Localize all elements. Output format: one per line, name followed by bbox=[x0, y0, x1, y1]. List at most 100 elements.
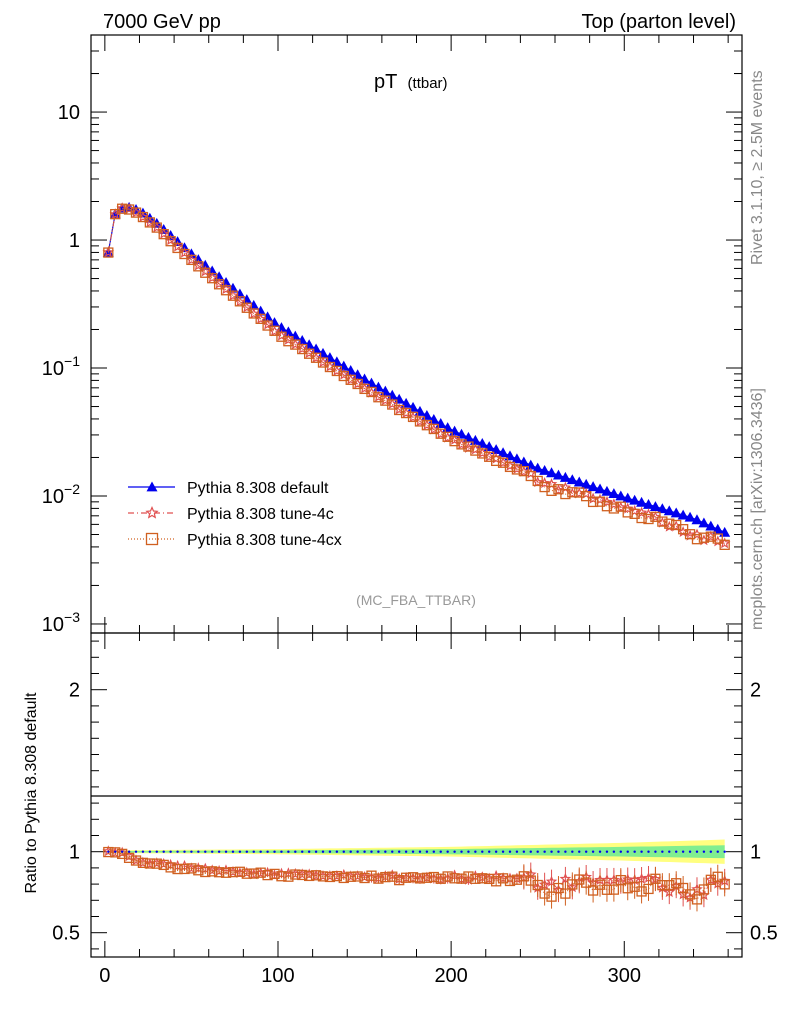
series-tune4cx-ratio-point bbox=[331, 870, 343, 882]
legend-item: Pythia 8.308 tune-4c bbox=[128, 505, 334, 523]
series-default-ratio-point bbox=[141, 850, 145, 853]
series-tune4cx-ratio bbox=[103, 846, 730, 912]
series-default-point bbox=[656, 503, 668, 514]
series-default-ratio-point bbox=[515, 850, 519, 853]
series-tune4cx-point bbox=[200, 267, 211, 278]
series-tune4cx-ratio-point bbox=[324, 871, 336, 883]
series-tune4cx-ratio-point bbox=[719, 879, 730, 890]
series-tune4c-point bbox=[476, 446, 489, 458]
series-tune4cx-point bbox=[664, 518, 675, 529]
series-tune4cx-ratio-point bbox=[504, 875, 516, 887]
series-tune4cx-point bbox=[608, 503, 620, 514]
series-default-ratio-point bbox=[501, 850, 505, 853]
ratio-plot-frame bbox=[90, 632, 743, 958]
series-default-ratio-point bbox=[321, 850, 325, 853]
series-tune4cx-point bbox=[698, 532, 710, 543]
series-tune4c-point bbox=[511, 462, 523, 474]
series-default-ratio-point bbox=[716, 850, 719, 853]
series-default-point bbox=[677, 509, 689, 520]
series-default-point bbox=[552, 469, 564, 480]
series-tune4c-point bbox=[289, 338, 302, 350]
series-default-ratio-point bbox=[453, 850, 456, 853]
ratio-band-green bbox=[108, 845, 725, 859]
series-tune4cx-ratio-point bbox=[414, 873, 426, 884]
series-tune4cx-point bbox=[207, 273, 218, 284]
series-tune4cx-ratio-point bbox=[123, 852, 135, 864]
series-tune4c-point bbox=[483, 450, 495, 462]
series-tune4c-line bbox=[107, 207, 725, 544]
series-tune4c-point bbox=[407, 411, 419, 423]
series-tune4c-point bbox=[601, 495, 613, 507]
series-tune4cx-ratio-point bbox=[338, 872, 349, 884]
series-tune4cx-ratio-point bbox=[553, 882, 564, 894]
series-default-ratio-point bbox=[197, 850, 200, 853]
series-default-ratio-point bbox=[231, 850, 235, 853]
series-default-ratio-point bbox=[695, 850, 699, 853]
series-tune4cx-point bbox=[449, 435, 460, 447]
series-tune4cx-ratio-point bbox=[477, 873, 488, 884]
series-tune4c-point bbox=[490, 452, 502, 464]
series-default-ratio-point bbox=[571, 850, 574, 853]
series-tune4cx-ratio-point bbox=[179, 863, 190, 875]
series-tune4cx-ratio-point bbox=[532, 879, 543, 891]
series-default-ratio-point bbox=[217, 850, 221, 853]
legend-label: Pythia 8.308 default bbox=[187, 480, 329, 497]
series-default-ratio-point bbox=[363, 850, 366, 853]
legend-item: Pythia 8.308 default bbox=[128, 480, 329, 497]
series-tune4cx-ratio-point bbox=[449, 873, 460, 884]
series-default-ratio-point bbox=[224, 850, 228, 853]
series-tune4cx-point bbox=[435, 428, 446, 439]
series-default-ratio-point bbox=[688, 850, 692, 853]
series-tune4c-point bbox=[538, 477, 551, 489]
series-default-point bbox=[490, 444, 502, 455]
series-tune4cx-point bbox=[144, 217, 156, 228]
series-tune4cx-point bbox=[248, 308, 259, 319]
legend-swatch-marker bbox=[145, 505, 159, 519]
series-tune4cx-point bbox=[657, 516, 668, 527]
series-tune4cx-point bbox=[172, 242, 183, 254]
series-tune4c-point bbox=[282, 333, 295, 345]
series-default-point bbox=[546, 467, 558, 478]
series-tune4cx-point bbox=[338, 370, 349, 382]
series-tune4c-point bbox=[102, 246, 115, 258]
legend-label: Pythia 8.308 tune-4c bbox=[187, 506, 334, 523]
header-left: 7000 GeV pp bbox=[103, 11, 221, 33]
series-tune4cx-ratio-point bbox=[650, 873, 661, 884]
series-tune4cx-ratio-point bbox=[705, 874, 716, 885]
series-tune4c-point bbox=[123, 202, 135, 214]
series-tune4cx-point bbox=[691, 534, 703, 545]
series-tune4c-point bbox=[594, 493, 606, 505]
series-tune4cx-point bbox=[615, 501, 626, 512]
series-default-ratio-point bbox=[536, 850, 539, 853]
series-tune4c-point bbox=[130, 206, 142, 218]
watermark-label: (MC_FBA_TTBAR) bbox=[356, 592, 476, 608]
x-tick-label: 0 bbox=[99, 965, 110, 987]
series-tune4cx-ratio-point bbox=[310, 870, 322, 881]
series-tune4cx-ratio-point bbox=[511, 874, 523, 885]
series-default-ratio-point bbox=[114, 850, 117, 853]
series-tune4cx-point bbox=[546, 485, 557, 496]
ratio-y-tick-label-right: 2 bbox=[750, 680, 761, 702]
series-tune4cx-point bbox=[158, 229, 169, 240]
series-tune4cx-point bbox=[705, 531, 716, 542]
ratio-y-tick-label-left: 1 bbox=[69, 842, 80, 864]
series-default-ratio-point bbox=[134, 850, 138, 853]
series-tune4c-point bbox=[497, 456, 509, 468]
series-tune4cx-ratio-point bbox=[241, 868, 252, 879]
series-tune4cx-ratio-point bbox=[587, 885, 599, 896]
series-default-ratio-point bbox=[148, 850, 152, 853]
ratio-y-tick-label-left: 0.5 bbox=[52, 923, 80, 945]
series-tune4c-point bbox=[635, 506, 648, 518]
series-default-ratio-point bbox=[162, 850, 165, 853]
series-default-ratio-point bbox=[183, 850, 186, 853]
series-tune4cx-ratio-point bbox=[463, 871, 474, 882]
series-tune4cx-ratio-point bbox=[394, 874, 405, 886]
series-tune4cx-point bbox=[636, 512, 647, 524]
series-default-ratio-point bbox=[446, 850, 449, 853]
series-tune4cx-point bbox=[567, 487, 578, 498]
x-tick-label: 300 bbox=[608, 965, 641, 987]
series-default-point bbox=[643, 499, 655, 509]
series-default-ratio-point bbox=[432, 850, 436, 853]
series-tune4cx-point bbox=[137, 211, 149, 223]
